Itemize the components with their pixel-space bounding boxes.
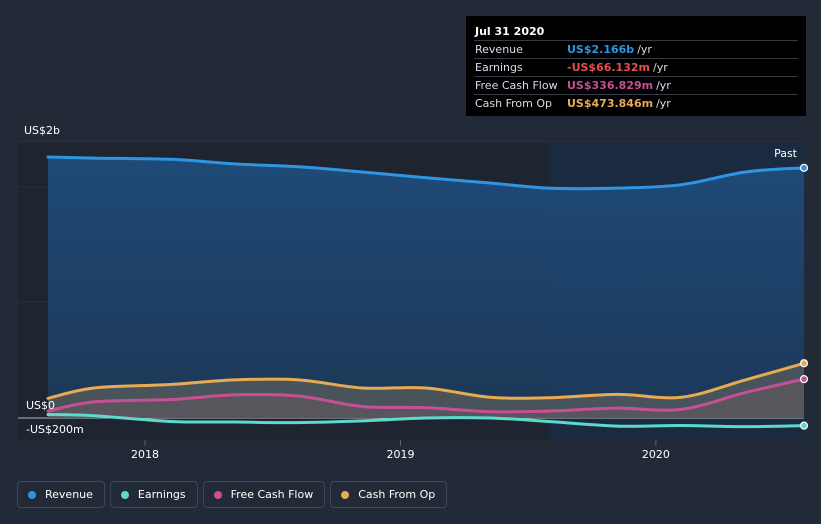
legend-item-cash-from-op[interactable]: Cash From Op: [330, 481, 448, 508]
legend-dot-icon: [28, 490, 36, 499]
line-revenue: [46, 155, 806, 191]
x-tick-label: 2019: [386, 448, 414, 461]
line-free-cash-flow: [46, 377, 806, 414]
x-tick-label: 2020: [642, 448, 670, 461]
legend-item-earnings[interactable]: Earnings: [109, 481, 198, 508]
legend-label: Cash From Op: [358, 488, 436, 501]
area-cash-from-op: [48, 363, 804, 418]
y-tick-top: US$2b: [24, 124, 60, 137]
tooltip-unit: /yr: [637, 43, 652, 56]
tooltip-row-revenue: Revenue US$2.166b /yr: [474, 40, 798, 58]
y-tick-bottom: -US$200m: [26, 423, 84, 436]
tooltip-unit: /yr: [656, 79, 671, 92]
chart-legend: Revenue Earnings Free Cash Flow Cash Fro…: [17, 481, 448, 508]
tooltip-value: US$336.829m: [567, 79, 654, 92]
series-lines: [46, 155, 806, 429]
legend-dot-icon: [341, 490, 350, 499]
legend-dot-icon: [213, 490, 222, 499]
tooltip-label: Cash From Op: [475, 97, 553, 110]
marker-revenue: [799, 163, 809, 172]
marker-earnings: [799, 421, 809, 430]
data-tooltip: Jul 31 2020 Revenue US$2.166b /yr Earnin…: [466, 16, 806, 116]
x-tick-label: 2018: [131, 448, 159, 461]
tooltip-row-earnings: Earnings -US$66.132m /yr: [474, 58, 798, 76]
marker-cash-from-op: [799, 359, 809, 368]
tooltip-date: Jul 31 2020: [475, 25, 545, 38]
legend-label: Earnings: [137, 488, 186, 501]
area-revenue: [48, 156, 804, 418]
tooltip-label: Earnings: [475, 61, 523, 74]
legend-label: Revenue: [45, 488, 93, 501]
tooltip-unit: /yr: [656, 97, 671, 110]
line-earnings: [46, 413, 806, 429]
line-cash-from-op: [46, 361, 806, 400]
legend-label: Free Cash Flow: [230, 488, 314, 501]
tooltip-label: Revenue: [475, 43, 523, 56]
tooltip-row-free-cash-flow: Free Cash Flow US$336.829m /yr: [474, 76, 798, 94]
tooltip-row-cash-from-op: Cash From Op US$473.846m /yr: [474, 94, 798, 112]
tooltip-value: US$473.846m: [567, 97, 654, 110]
axis-ticks: 2018 2019 2020: [131, 440, 670, 461]
series-end-markers: [799, 163, 809, 430]
tooltip-value: US$2.166b: [567, 43, 635, 56]
past-label: Past: [774, 147, 798, 160]
legend-item-free-cash-flow[interactable]: Free Cash Flow: [202, 481, 326, 508]
area-fills: [48, 156, 804, 418]
y-tick-zero: US$0: [26, 399, 55, 412]
marker-free-cash-flow: [799, 374, 809, 384]
tooltip-value: -US$66.132m: [567, 61, 650, 74]
legend-dot-icon: [120, 490, 129, 499]
tooltip-label: Free Cash Flow: [475, 79, 558, 92]
tooltip-unit: /yr: [652, 61, 668, 74]
legend-item-revenue[interactable]: Revenue: [17, 481, 105, 508]
